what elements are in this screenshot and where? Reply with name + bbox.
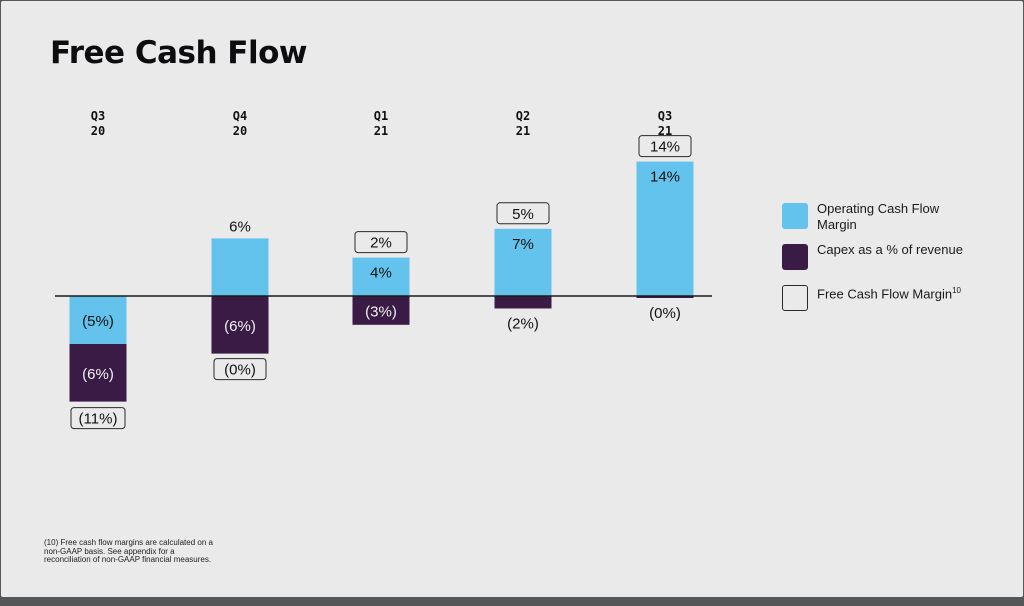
label-capex: (2%) <box>507 315 539 332</box>
legend-label-operating: Operating Cash Flow Margin <box>817 201 940 232</box>
label-capex: (3%) <box>365 303 397 320</box>
label-operating-cash-flow: (5%) <box>82 313 114 330</box>
category-label: Q3 20 <box>90 109 106 138</box>
free-cash-flow-box <box>638 135 692 158</box>
bar-operating-cash-flow <box>69 296 127 344</box>
bar-capex <box>211 296 269 354</box>
label-operating-cash-flow: 4% <box>370 265 392 282</box>
label-free-cash-flow: (0%) <box>224 362 256 379</box>
label-free-cash-flow: 14% <box>650 139 680 156</box>
legend: Operating Cash Flow Margin Capex as a % … <box>782 199 982 322</box>
bar-operating-cash-flow <box>352 257 410 296</box>
bar-capex <box>636 296 694 298</box>
slide-title: Free Cash Flow <box>50 35 308 71</box>
free-cash-flow-box <box>213 358 267 381</box>
legend-swatch-free-cash-flow <box>782 285 808 311</box>
label-capex: (0%) <box>649 305 681 322</box>
category-label: Q4 20 <box>232 109 248 138</box>
bar-capex <box>69 344 127 402</box>
category-label: Q3 21 <box>657 109 673 138</box>
bar-operating-cash-flow <box>211 238 269 296</box>
label-capex: (6%) <box>82 366 114 383</box>
label-free-cash-flow: (11%) <box>79 411 118 428</box>
free-cash-flow-box <box>496 202 550 225</box>
bar-operating-cash-flow <box>636 161 694 296</box>
label-operating-cash-flow: 7% <box>512 236 534 253</box>
label-operating-cash-flow: 14% <box>650 169 680 186</box>
legend-swatch-operating <box>782 203 808 229</box>
legend-item-capex: Capex as a % of revenue <box>782 240 982 270</box>
legend-swatch-capex <box>782 244 808 270</box>
legend-footnote-ref: 10 <box>952 286 962 295</box>
free-cash-flow-box <box>70 407 126 430</box>
legend-label-free-cash-flow-text: Free Cash Flow Margin <box>817 286 953 302</box>
label-free-cash-flow: 5% <box>512 206 534 223</box>
label-free-cash-flow: 2% <box>370 235 392 252</box>
bar-operating-cash-flow <box>494 228 552 296</box>
category-label: Q1 21 <box>373 109 389 138</box>
label-capex: (6%) <box>224 318 256 335</box>
legend-label-capex: Capex as a % of revenue <box>817 242 963 257</box>
free-cash-flow-box <box>354 231 408 254</box>
bar-capex <box>352 296 410 325</box>
legend-item-free-cash-flow: Free Cash Flow Margin10 <box>782 281 982 311</box>
footnote: (10) Free cash flow margins are calculat… <box>44 538 213 564</box>
category-label: Q2 21 <box>515 109 531 138</box>
label-operating-cash-flow: 6% <box>229 218 251 235</box>
legend-item-operating-cash-flow: Operating Cash Flow Margin <box>782 199 982 232</box>
legend-label-free-cash-flow: Free Cash Flow Margin10 <box>817 283 967 302</box>
bar-capex <box>494 296 552 309</box>
